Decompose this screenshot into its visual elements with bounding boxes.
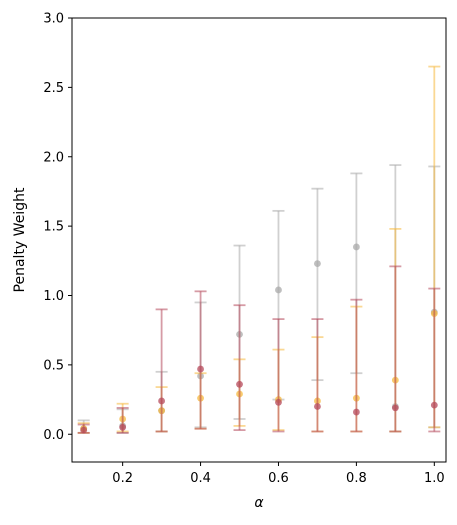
- error-bar: [389, 265, 402, 433]
- x-tick-label: 0.4: [190, 471, 211, 486]
- y-tick-label: 0.5: [43, 358, 64, 373]
- data-point: [275, 398, 282, 406]
- y-tick-label: 1.0: [43, 289, 64, 304]
- data-point: [80, 426, 88, 434]
- error-bar: [272, 318, 285, 433]
- x-tick-label: 0.8: [346, 471, 367, 486]
- x-tick-label: 1.0: [424, 471, 445, 486]
- x-tick-label: 0.2: [112, 471, 133, 486]
- error-bar: [155, 308, 168, 433]
- x-axis-label: α: [254, 495, 264, 511]
- y-tick-label: 3.0: [43, 12, 64, 27]
- data-point: [391, 404, 399, 412]
- y-axis-label: Penalty Weight: [12, 187, 28, 292]
- y-axis-ticks: 0.0 0.5 1.0 1.5 2.0 2.5 3.0: [43, 12, 72, 443]
- error-bar: [194, 290, 207, 430]
- data-point: [197, 365, 204, 373]
- error-bar: [233, 304, 246, 431]
- y-tick-label: 0.0: [43, 428, 64, 443]
- plot-frame: [71, 17, 447, 463]
- data-point: [236, 380, 243, 388]
- series-0: [77, 164, 441, 434]
- y-tick-label: 2.0: [43, 150, 64, 165]
- data-point: [430, 401, 438, 409]
- data-point: [352, 408, 360, 416]
- x-tick-label: 0.6: [268, 471, 289, 486]
- y-tick-label: 1.5: [43, 220, 64, 235]
- data-point: [158, 397, 166, 405]
- y-tick-label: 2.5: [43, 81, 64, 96]
- series-1: [77, 65, 441, 434]
- series-2: [77, 265, 441, 434]
- data-point: [275, 286, 282, 294]
- data-point: [352, 243, 360, 251]
- error-bar: [311, 318, 324, 433]
- error-bar: [428, 287, 441, 433]
- data-point: [119, 423, 127, 431]
- x-axis-ticks: 0.2 0.4 0.6 0.8 1.0: [112, 462, 445, 486]
- data-point: [314, 403, 321, 410]
- chart-marks: [77, 65, 441, 434]
- data-point: [314, 260, 321, 267]
